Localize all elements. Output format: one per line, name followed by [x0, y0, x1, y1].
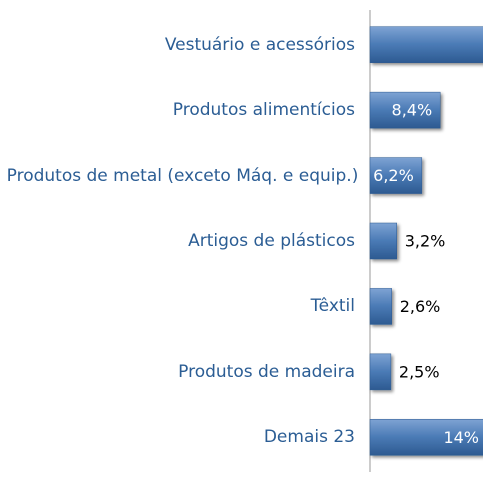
bar: [369, 353, 392, 391]
bar: [369, 91, 441, 129]
category-label: Produtos de metal (exceto Máq. e equip.): [6, 165, 359, 186]
category-label: Vestuário e acessórios: [164, 34, 355, 55]
bar: [369, 419, 483, 456]
value-label: 2,6%: [400, 297, 441, 316]
value-label: 3,2%: [405, 232, 446, 251]
value-label: 2,5%: [399, 362, 440, 381]
bar: [369, 26, 483, 63]
bar: [369, 157, 423, 194]
category-label: Artigos de plásticos: [188, 231, 355, 251]
bar: [369, 288, 392, 325]
bar: [369, 222, 397, 260]
category-label: Demais 23: [263, 427, 355, 448]
value-label: 14%: [443, 428, 479, 447]
category-label: Têxtil: [310, 296, 355, 317]
category-label: Produtos alimentícios: [172, 100, 355, 121]
value-label: 6,2%: [373, 166, 414, 185]
value-label: 8,4%: [392, 101, 433, 120]
category-label: Produtos de madeira: [178, 361, 355, 382]
